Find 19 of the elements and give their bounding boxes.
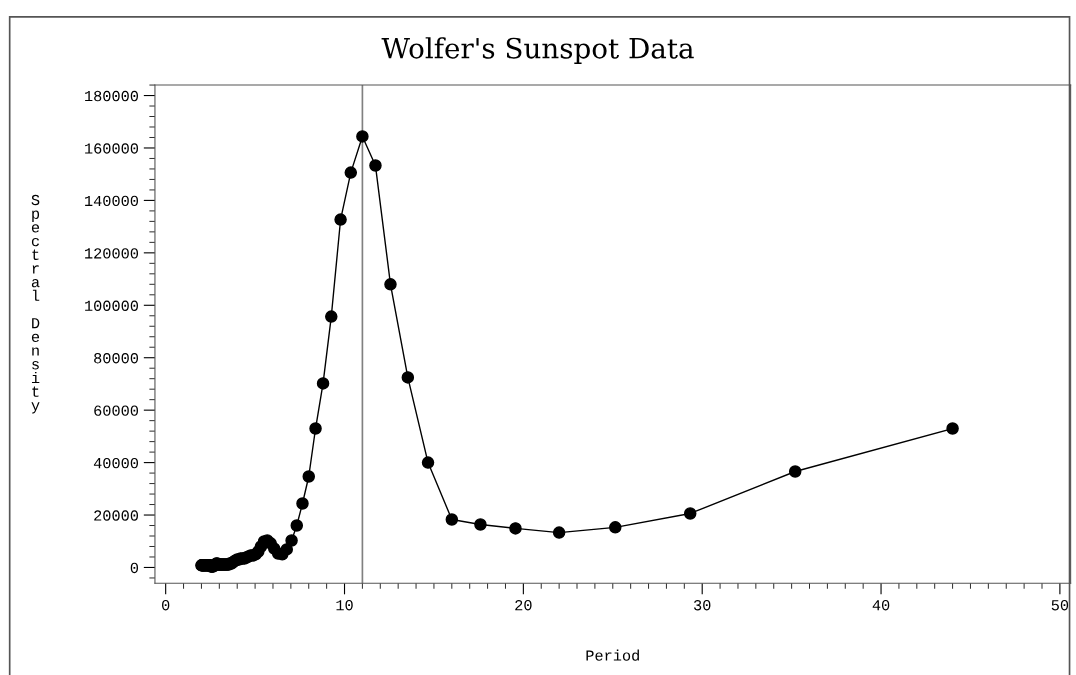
x-tick-label: 0 — [162, 600, 170, 611]
y-tick-label: 60000 — [94, 405, 139, 416]
y-tick-label: 20000 — [94, 510, 139, 521]
y-tick-label: 100000 — [85, 300, 139, 311]
y-tick-label: 40000 — [93, 457, 139, 469]
y-tick-label: 140000 — [85, 195, 139, 207]
y-tick-label: 180000 — [85, 90, 139, 102]
x-tick-label: 50 — [1051, 600, 1069, 611]
y-tick-label: 160000 — [85, 143, 139, 154]
x-tick-label: 10 — [336, 600, 353, 611]
x-tick-label: 20 — [515, 600, 532, 611]
chart-title: Wolfer's Sunspot Data — [381, 37, 694, 65]
y-tick-label: 80000 — [94, 353, 139, 364]
y-tick-label: 120000 — [85, 248, 139, 259]
y-tick-label: 0 — [130, 562, 139, 574]
x-tick-label: 30 — [693, 600, 711, 611]
x-tick-label: 40 — [872, 600, 890, 611]
text: Spectral Density — [31, 194, 40, 414]
x-axis-title: Period — [586, 649, 639, 661]
